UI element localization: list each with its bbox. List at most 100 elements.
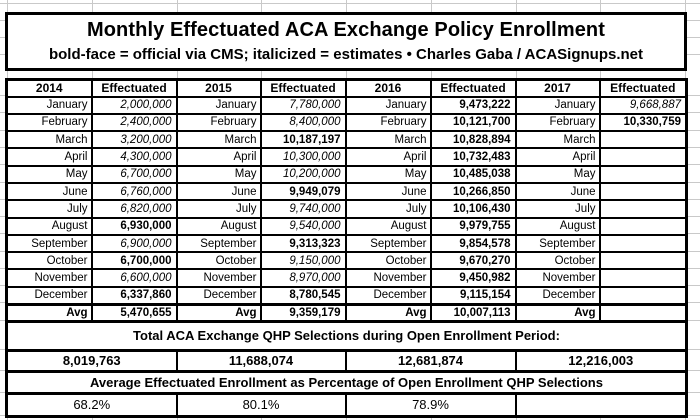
value-cell[interactable]: 3,200,000 — [90, 130, 178, 150]
month-label-cell[interactable]: Avg — [175, 302, 262, 323]
value-cell[interactable]: 9,949,079 — [259, 181, 347, 202]
month-label-cell[interactable]: September — [344, 233, 432, 254]
month-label-cell[interactable]: August — [175, 216, 262, 236]
month-label-cell[interactable]: November — [5, 268, 93, 288]
value-cell[interactable] — [598, 164, 688, 185]
month-label-cell[interactable]: March — [514, 130, 601, 150]
percentage-heading[interactable]: Average Effectuated Enrollment as Percen… — [5, 369, 688, 395]
month-label-cell[interactable]: September — [5, 233, 93, 254]
value-cell[interactable]: 6,700,000 — [90, 164, 178, 185]
effectuated-header[interactable]: Effectuated — [90, 78, 178, 98]
value-cell[interactable]: 6,600,000 — [90, 268, 178, 288]
value-cell[interactable]: 10,121,700 — [429, 112, 517, 133]
value-cell[interactable]: 5,470,655 — [90, 302, 178, 323]
month-label-cell[interactable]: June — [344, 181, 432, 202]
total-value-cell[interactable]: 12,216,003 — [514, 349, 688, 373]
value-cell[interactable]: 10,200,000 — [259, 164, 347, 185]
month-label-cell[interactable]: September — [175, 233, 262, 254]
year-header-2017[interactable]: 2017 — [514, 78, 601, 98]
month-label-cell[interactable]: May — [5, 164, 93, 185]
month-label-cell[interactable]: October — [344, 251, 432, 271]
value-cell[interactable]: 9,313,323 — [259, 233, 347, 254]
value-cell[interactable]: 9,668,887 — [598, 95, 688, 115]
value-cell[interactable]: 9,854,578 — [429, 233, 517, 254]
value-cell[interactable]: 9,359,179 — [259, 302, 347, 323]
value-cell[interactable]: 6,900,000 — [90, 233, 178, 254]
month-label-cell[interactable]: March — [175, 130, 262, 150]
month-label-cell[interactable]: October — [5, 251, 93, 271]
value-cell[interactable]: 6,760,000 — [90, 181, 178, 202]
percentage-value-cell[interactable]: 68.2% — [5, 392, 178, 418]
value-cell[interactable] — [598, 199, 688, 219]
month-label-cell[interactable]: February — [175, 112, 262, 133]
value-cell[interactable]: 8,400,000 — [259, 112, 347, 133]
month-label-cell[interactable]: June — [514, 181, 601, 202]
value-cell[interactable]: 9,979,755 — [429, 216, 517, 236]
value-cell[interactable] — [598, 216, 688, 236]
month-label-cell[interactable]: May — [344, 164, 432, 185]
month-label-cell[interactable]: November — [175, 268, 262, 288]
value-cell[interactable]: 8,780,545 — [259, 285, 347, 306]
month-label-cell[interactable]: Avg — [344, 302, 432, 323]
value-cell[interactable]: 9,473,222 — [429, 95, 517, 115]
value-cell[interactable]: 4,300,000 — [90, 147, 178, 167]
table-title-box[interactable]: Monthly Effectuated ACA Exchange Policy … — [5, 12, 687, 71]
value-cell[interactable]: 9,670,270 — [429, 251, 517, 271]
value-cell[interactable] — [598, 233, 688, 254]
value-cell[interactable]: 10,485,038 — [429, 164, 517, 185]
value-cell[interactable]: 6,700,000 — [90, 251, 178, 271]
percentage-value-cell[interactable]: 80.1% — [175, 392, 347, 418]
month-label-cell[interactable]: Avg — [5, 302, 93, 323]
percentage-value-cell[interactable]: 78.9% — [344, 392, 517, 418]
effectuated-header[interactable]: Effectuated — [429, 78, 517, 98]
value-cell[interactable]: 9,450,982 — [429, 268, 517, 288]
month-label-cell[interactable]: October — [514, 251, 601, 271]
month-label-cell[interactable]: September — [514, 233, 601, 254]
month-label-cell[interactable]: February — [344, 112, 432, 133]
value-cell[interactable]: 10,106,430 — [429, 199, 517, 219]
value-cell[interactable] — [598, 302, 688, 323]
month-label-cell[interactable]: February — [514, 112, 601, 133]
value-cell[interactable]: 10,828,894 — [429, 130, 517, 150]
value-cell[interactable] — [598, 181, 688, 202]
month-label-cell[interactable]: November — [344, 268, 432, 288]
year-header-2015[interactable]: 2015 — [175, 78, 262, 98]
value-cell[interactable]: 10,266,850 — [429, 181, 517, 202]
month-label-cell[interactable]: March — [5, 130, 93, 150]
value-cell[interactable]: 2,400,000 — [90, 112, 178, 133]
effectuated-header[interactable]: Effectuated — [598, 78, 688, 98]
totals-heading[interactable]: Total ACA Exchange QHP Selections during… — [5, 319, 688, 352]
month-label-cell[interactable]: July — [344, 199, 432, 219]
value-cell[interactable]: 10,007,113 — [429, 302, 517, 323]
value-cell[interactable]: 10,187,197 — [259, 130, 347, 150]
month-label-cell[interactable]: June — [175, 181, 262, 202]
value-cell[interactable]: 9,115,154 — [429, 285, 517, 306]
total-value-cell[interactable]: 12,681,874 — [344, 349, 517, 373]
value-cell[interactable]: 6,337,860 — [90, 285, 178, 306]
value-cell[interactable]: 10,330,759 — [598, 112, 688, 133]
value-cell[interactable]: 9,740,000 — [259, 199, 347, 219]
month-label-cell[interactable]: April — [344, 147, 432, 167]
month-label-cell[interactable]: May — [175, 164, 262, 185]
month-label-cell[interactable]: December — [514, 285, 601, 306]
month-label-cell[interactable]: July — [514, 199, 601, 219]
month-label-cell[interactable]: December — [344, 285, 432, 306]
year-header-2014[interactable]: 2014 — [5, 78, 93, 98]
value-cell[interactable]: 6,820,000 — [90, 199, 178, 219]
month-label-cell[interactable]: May — [514, 164, 601, 185]
value-cell[interactable] — [598, 285, 688, 306]
month-label-cell[interactable]: July — [175, 199, 262, 219]
month-label-cell[interactable]: August — [514, 216, 601, 236]
value-cell[interactable] — [598, 251, 688, 271]
month-label-cell[interactable]: March — [344, 130, 432, 150]
month-label-cell[interactable]: November — [514, 268, 601, 288]
value-cell[interactable]: 7,780,000 — [259, 95, 347, 115]
month-label-cell[interactable]: August — [5, 216, 93, 236]
month-label-cell[interactable]: December — [175, 285, 262, 306]
month-label-cell[interactable]: December — [5, 285, 93, 306]
month-label-cell[interactable]: Avg — [514, 302, 601, 323]
value-cell[interactable]: 6,930,000 — [90, 216, 178, 236]
value-cell[interactable]: 10,300,000 — [259, 147, 347, 167]
month-label-cell[interactable]: January — [344, 95, 432, 115]
month-label-cell[interactable]: April — [514, 147, 601, 167]
